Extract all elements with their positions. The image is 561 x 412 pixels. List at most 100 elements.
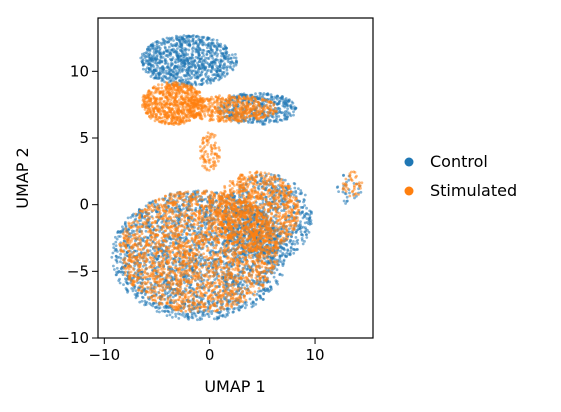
point xyxy=(196,50,200,54)
point xyxy=(269,93,273,97)
point xyxy=(217,72,220,76)
point xyxy=(198,74,202,78)
point xyxy=(167,310,171,314)
point xyxy=(186,71,190,74)
point xyxy=(115,266,119,270)
point xyxy=(161,37,165,41)
point xyxy=(192,37,195,40)
point xyxy=(197,54,201,58)
point xyxy=(174,36,178,40)
point xyxy=(178,44,181,48)
point xyxy=(174,312,178,316)
point xyxy=(290,105,293,109)
point xyxy=(172,83,176,87)
point xyxy=(162,41,166,45)
point xyxy=(190,76,194,79)
point xyxy=(297,187,300,191)
point xyxy=(278,96,282,100)
point xyxy=(292,248,296,251)
point xyxy=(191,46,195,49)
point xyxy=(227,114,231,118)
point xyxy=(192,229,196,233)
point-group-control-4 xyxy=(335,173,363,205)
point xyxy=(167,40,171,44)
point xyxy=(359,190,363,194)
point xyxy=(215,70,219,73)
point xyxy=(260,289,263,293)
point xyxy=(269,119,273,122)
point xyxy=(246,119,250,123)
point xyxy=(184,73,188,77)
point xyxy=(285,244,289,247)
point xyxy=(171,295,175,299)
point xyxy=(171,315,174,319)
point xyxy=(232,56,236,59)
point xyxy=(171,251,175,254)
point xyxy=(272,98,275,101)
point xyxy=(179,54,183,58)
point xyxy=(165,102,169,106)
point xyxy=(153,47,157,50)
point xyxy=(216,52,220,56)
point xyxy=(290,242,294,246)
point xyxy=(276,103,279,106)
point xyxy=(210,38,214,42)
point xyxy=(146,60,150,63)
point xyxy=(172,116,176,120)
point xyxy=(160,83,164,87)
point xyxy=(168,103,172,107)
point xyxy=(180,38,184,42)
point xyxy=(225,66,229,70)
point xyxy=(191,61,195,64)
point xyxy=(168,50,172,54)
point xyxy=(119,252,122,256)
point xyxy=(176,219,180,223)
point xyxy=(274,119,278,123)
point xyxy=(226,55,229,59)
point xyxy=(282,262,285,266)
point xyxy=(209,55,212,58)
point xyxy=(110,255,114,259)
point xyxy=(173,66,176,70)
point xyxy=(147,253,151,257)
point xyxy=(183,315,187,319)
point xyxy=(174,51,178,54)
point xyxy=(245,284,249,287)
point xyxy=(278,100,281,103)
point xyxy=(270,95,274,99)
point xyxy=(279,249,282,253)
point xyxy=(345,195,349,199)
point xyxy=(203,61,207,64)
point xyxy=(195,76,199,79)
point xyxy=(141,67,145,71)
point xyxy=(186,312,190,316)
point xyxy=(344,192,348,196)
point xyxy=(262,92,266,95)
point xyxy=(234,56,238,60)
point xyxy=(234,53,237,56)
point xyxy=(168,45,171,49)
point xyxy=(146,102,150,106)
point xyxy=(206,36,210,40)
point xyxy=(126,216,130,220)
point xyxy=(285,251,289,255)
point xyxy=(117,279,121,282)
point xyxy=(198,82,201,86)
point xyxy=(144,303,148,306)
point xyxy=(167,122,171,126)
point xyxy=(191,39,195,43)
point xyxy=(293,186,297,190)
point xyxy=(215,38,219,42)
point xyxy=(289,249,293,253)
point xyxy=(286,248,290,252)
point xyxy=(193,41,196,45)
point xyxy=(161,76,164,80)
point xyxy=(124,280,128,283)
point xyxy=(258,295,262,298)
point xyxy=(155,112,159,116)
point xyxy=(299,189,303,192)
point xyxy=(163,59,167,63)
point xyxy=(286,107,289,111)
point xyxy=(125,288,129,291)
point xyxy=(258,94,262,98)
